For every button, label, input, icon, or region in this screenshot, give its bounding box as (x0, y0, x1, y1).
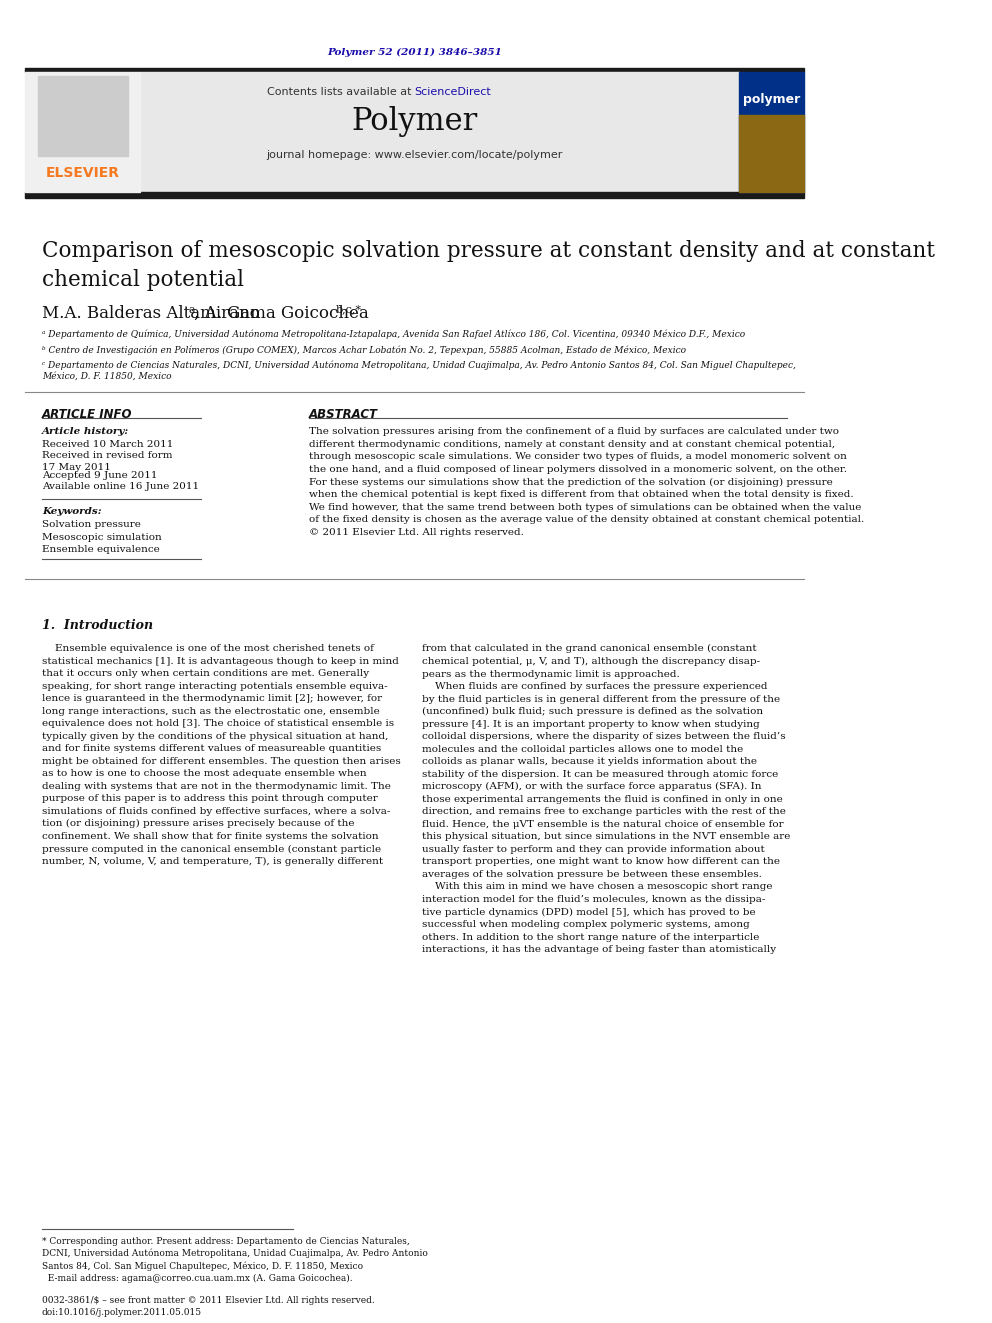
Text: Article history:: Article history: (42, 427, 129, 437)
Text: from that calculated in the grand canonical ensemble (constant
chemical potentia: from that calculated in the grand canoni… (422, 644, 791, 954)
Bar (739, 71, 804, 192)
Text: Keywords:: Keywords: (42, 508, 101, 516)
Text: 1.  Introduction: 1. Introduction (42, 619, 153, 632)
Text: ScienceDirect: ScienceDirect (415, 87, 491, 97)
Text: ᶜ Departamento de Ciencias Naturales, DCNI, Universidad Autónoma Metropolitana, : ᶜ Departamento de Ciencias Naturales, DC… (42, 361, 796, 381)
Text: Comparison of mesoscopic solvation pressure at constant density and at constant
: Comparison of mesoscopic solvation press… (42, 239, 934, 291)
Text: Polymer 52 (2011) 3846–3851: Polymer 52 (2011) 3846–3851 (327, 48, 502, 57)
Text: Received in revised form
17 May 2011: Received in revised form 17 May 2011 (42, 451, 173, 472)
Text: Polymer: Polymer (351, 106, 478, 138)
Text: ARTICLE INFO: ARTICLE INFO (42, 407, 132, 421)
Bar (141, 71, 739, 192)
Text: * Corresponding author. Present address: Departamento de Ciencias Naturales,
DCN: * Corresponding author. Present address:… (42, 1237, 428, 1282)
Text: Received 10 March 2011: Received 10 March 2011 (42, 441, 174, 450)
Text: ᵇ Centro de Investigación en Polímeros (Grupo COMEX), Marcos Achar Lobatón No. 2: ᵇ Centro de Investigación en Polímeros (… (42, 345, 685, 355)
Text: b,c,*: b,c,* (336, 304, 362, 315)
Text: M.A. Balderas Altamirano: M.A. Balderas Altamirano (42, 304, 260, 321)
Text: ᵃ Departamento de Química, Universidad Autónoma Metropolitana-Iztapalapa, Avenid: ᵃ Departamento de Química, Universidad A… (42, 329, 745, 339)
Bar (38, 75, 128, 156)
Text: Ensemble equivalence is one of the most cherished tenets of
statistical mechanic: Ensemble equivalence is one of the most … (42, 644, 401, 867)
Text: Solvation pressure
Mesoscopic simulation
Ensemble equivalence: Solvation pressure Mesoscopic simulation… (42, 520, 162, 554)
Text: a: a (188, 304, 194, 315)
Text: journal homepage: www.elsevier.com/locate/polymer: journal homepage: www.elsevier.com/locat… (266, 149, 562, 160)
Text: Accepted 9 June 2011: Accepted 9 June 2011 (42, 471, 158, 480)
Text: ELSEVIER: ELSEVIER (46, 165, 120, 180)
Bar (739, 115, 804, 192)
Bar (25, 71, 141, 192)
Text: polymer: polymer (743, 94, 800, 106)
Text: ABSTRACT: ABSTRACT (310, 407, 378, 421)
Text: The solvation pressures arising from the confinement of a fluid by surfaces are : The solvation pressures arising from the… (310, 427, 864, 537)
Text: Contents lists available at: Contents lists available at (267, 87, 415, 97)
Text: 0032-3861/$ – see front matter © 2011 Elsevier Ltd. All rights reserved.
doi:10.: 0032-3861/$ – see front matter © 2011 El… (42, 1297, 375, 1318)
Text: , A. Gama Goicochea: , A. Gama Goicochea (193, 304, 369, 321)
Bar (25, 192, 804, 197)
Text: Available online 16 June 2011: Available online 16 June 2011 (42, 483, 199, 491)
Bar (25, 67, 804, 71)
